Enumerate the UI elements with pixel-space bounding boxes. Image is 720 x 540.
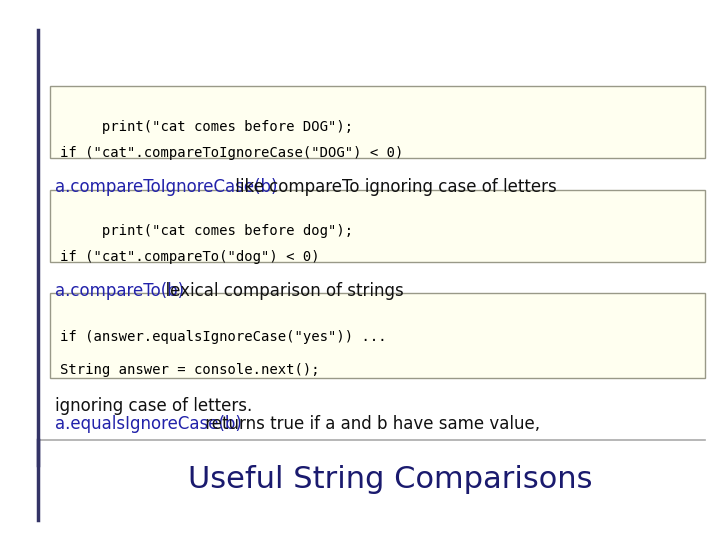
FancyBboxPatch shape <box>50 293 705 378</box>
FancyBboxPatch shape <box>50 86 705 158</box>
Text: lexical comparison of strings: lexical comparison of strings <box>155 282 404 300</box>
Text: like compareTo ignoring case of letters: like compareTo ignoring case of letters <box>230 178 557 196</box>
Text: String answer = console.next();: String answer = console.next(); <box>60 363 320 377</box>
Text: ignoring case of letters.: ignoring case of letters. <box>55 397 252 415</box>
Text: if ("cat".compareTo("dog") < 0): if ("cat".compareTo("dog") < 0) <box>60 250 320 264</box>
Text: returns true if a and b have same value,: returns true if a and b have same value, <box>200 415 540 433</box>
FancyBboxPatch shape <box>50 190 705 262</box>
Text: a.equalsIgnoreCase(b): a.equalsIgnoreCase(b) <box>55 415 242 433</box>
Text: a.compareTo(b): a.compareTo(b) <box>55 282 184 300</box>
Text: a.compareToIgnoreCase(b): a.compareToIgnoreCase(b) <box>55 178 277 196</box>
Text: print("cat comes before DOG");: print("cat comes before DOG"); <box>60 120 353 134</box>
Text: if ("cat".compareToIgnoreCase("DOG") < 0): if ("cat".compareToIgnoreCase("DOG") < 0… <box>60 146 403 160</box>
Text: if (answer.equalsIgnoreCase("yes")) ...: if (answer.equalsIgnoreCase("yes")) ... <box>60 330 387 344</box>
Text: print("cat comes before dog");: print("cat comes before dog"); <box>60 224 353 238</box>
Text: Useful String Comparisons: Useful String Comparisons <box>188 465 593 495</box>
